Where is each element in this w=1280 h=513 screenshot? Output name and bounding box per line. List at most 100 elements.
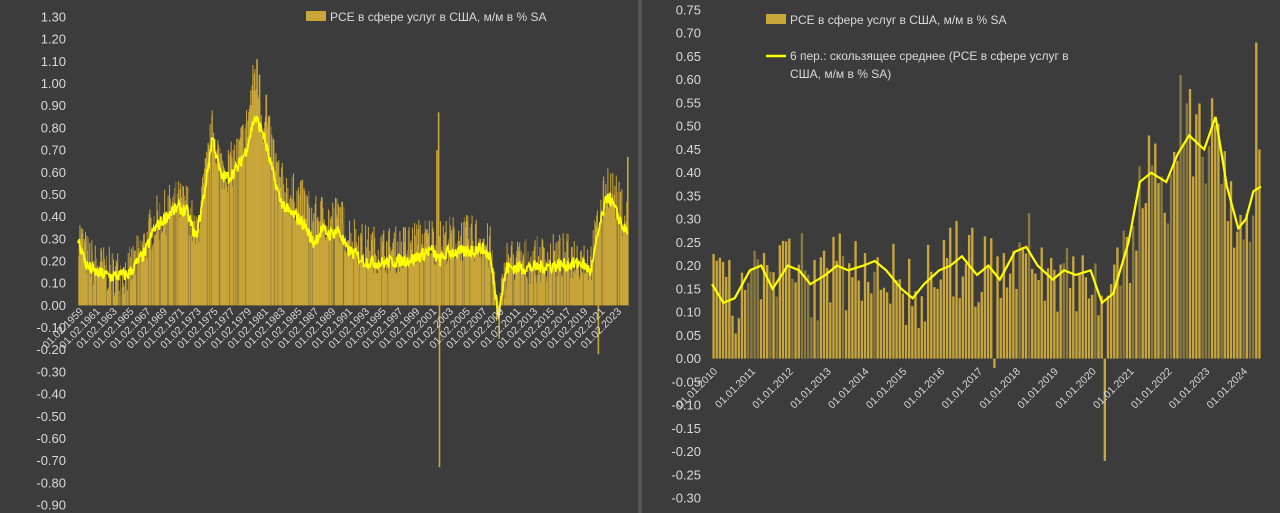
bar <box>223 168 225 306</box>
y-tick-label: 0.00 <box>41 298 66 313</box>
bar <box>283 184 285 306</box>
bar <box>283 203 285 306</box>
bar <box>569 270 571 306</box>
bar <box>425 228 427 306</box>
bar <box>339 242 341 306</box>
bar <box>926 244 930 359</box>
bar <box>1005 287 1009 359</box>
bar <box>1053 269 1056 359</box>
bar <box>131 279 133 306</box>
bar <box>451 229 453 306</box>
bar <box>398 271 400 306</box>
bar <box>206 153 208 306</box>
y-tick-label: -0.80 <box>36 475 66 490</box>
bar <box>430 256 432 306</box>
bar <box>423 232 425 306</box>
bar <box>467 215 469 306</box>
bar-spike <box>437 112 440 306</box>
bar <box>428 220 430 306</box>
y-tick-label: 1.00 <box>41 76 66 91</box>
bar <box>463 222 465 306</box>
bar <box>1125 236 1129 359</box>
bar <box>596 210 598 306</box>
bar <box>336 198 338 306</box>
bar <box>101 261 103 306</box>
bar <box>851 277 854 359</box>
bar <box>292 173 294 306</box>
y-tick-label: 0.80 <box>41 120 66 135</box>
bar <box>319 220 321 306</box>
bar <box>426 231 428 306</box>
bar <box>350 232 352 306</box>
bar <box>475 224 477 306</box>
bar <box>180 183 182 306</box>
bar <box>166 223 168 306</box>
bar <box>82 228 84 306</box>
bar <box>272 138 274 306</box>
bar <box>829 302 832 359</box>
bar <box>445 220 447 306</box>
bar <box>1065 248 1069 359</box>
bar <box>126 291 128 306</box>
bar <box>358 235 360 306</box>
bar <box>1132 226 1135 359</box>
bar <box>753 250 756 359</box>
bar <box>778 245 782 359</box>
bar <box>379 269 381 306</box>
bar <box>551 273 553 306</box>
bar <box>781 240 785 359</box>
bar <box>534 239 536 306</box>
bar <box>1179 75 1182 359</box>
bar <box>141 253 143 306</box>
bar-spike <box>597 305 600 355</box>
bar <box>305 194 307 306</box>
bar <box>1229 181 1233 359</box>
bar <box>601 219 603 306</box>
bar <box>292 198 294 306</box>
bar <box>281 162 283 306</box>
bar <box>191 200 193 306</box>
bar <box>474 245 476 306</box>
y-tick-label: -0.05 <box>671 374 701 389</box>
bar <box>92 284 94 306</box>
bar <box>1163 212 1166 359</box>
y-tick-label: 1.30 <box>41 10 66 25</box>
bar <box>1100 295 1103 359</box>
bar <box>510 257 512 306</box>
bar <box>208 169 210 306</box>
bar <box>468 239 470 306</box>
bar <box>541 238 543 306</box>
bar <box>388 228 390 306</box>
bar <box>85 272 87 306</box>
bar <box>980 292 983 359</box>
bar <box>411 249 413 306</box>
bar <box>141 241 143 306</box>
bar <box>807 274 810 359</box>
bar <box>608 208 610 306</box>
bar <box>540 272 542 306</box>
bar <box>337 218 339 306</box>
bar <box>450 234 452 306</box>
bar <box>226 186 228 306</box>
bar <box>743 289 747 359</box>
bar <box>285 212 287 306</box>
bar <box>1188 89 1192 359</box>
bar <box>1068 287 1072 359</box>
bar <box>479 238 481 306</box>
bar <box>514 266 516 306</box>
bar <box>88 265 90 306</box>
bar <box>1166 223 1170 359</box>
bar <box>529 283 531 306</box>
bar <box>331 217 333 306</box>
bar <box>184 209 186 306</box>
bar <box>380 236 382 306</box>
bar <box>133 270 135 306</box>
bar <box>412 227 414 306</box>
bar <box>213 152 215 306</box>
bar <box>547 251 549 306</box>
bar <box>526 279 528 306</box>
y-tick-label: 0.10 <box>676 305 701 320</box>
bar-series <box>78 64 628 321</box>
bar <box>229 152 231 306</box>
bar <box>206 151 208 306</box>
